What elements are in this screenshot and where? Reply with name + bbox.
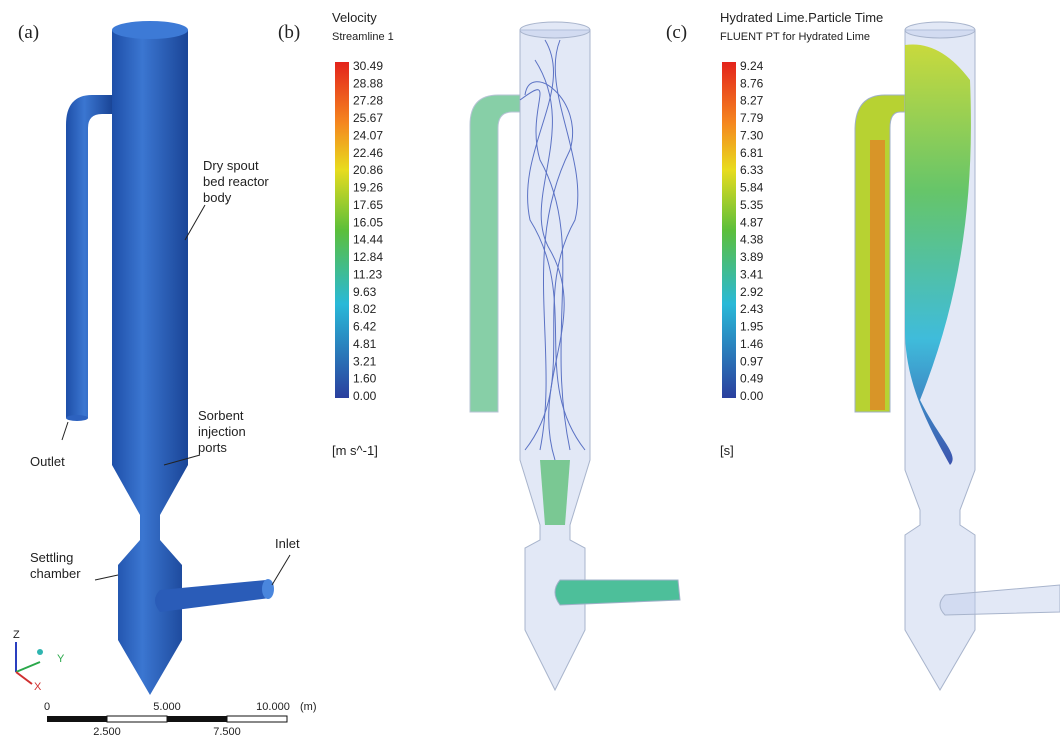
arrow [95, 575, 118, 580]
reactor-top [520, 22, 590, 38]
neck-flow [540, 460, 570, 525]
annotation: Sorbent [198, 408, 244, 423]
colorbar-tick-label: 4.38 [740, 233, 764, 247]
panel-label: (b) [278, 22, 300, 43]
colorbar-tick-label: 1.46 [740, 337, 764, 351]
colorbar-tick-label: 27.28 [353, 94, 383, 108]
colorbar-tick-label: 0.97 [740, 354, 764, 368]
axis-label: Z [13, 629, 20, 641]
outlet-pipe [470, 95, 520, 412]
colorbar-tick-label: 12.84 [353, 250, 383, 264]
colorbar-tick-label: 2.43 [740, 302, 764, 316]
colorbar-subtitle: Streamline 1 [332, 31, 394, 43]
annotation: bed reactor [203, 174, 269, 189]
colorbar-tick-label: 30.49 [353, 59, 383, 73]
colorbar-tick-label: 0.00 [740, 389, 764, 403]
colorbar-subtitle: FLUENT PT for Hydrated Lime [720, 31, 870, 43]
axis-triad: Z Y X [13, 629, 65, 693]
colorbar-tick-label: 19.26 [353, 181, 383, 195]
colorbar-unit: [m s^-1] [332, 443, 378, 458]
colorbar-ticks: 9.24 8.76 8.27 7.79 7.30 6.81 6.33 5.84 5.35 4.87… [740, 59, 764, 403]
annotation: Outlet [30, 454, 65, 469]
colorbar-tick-label: 2.92 [740, 285, 764, 299]
colorbar-tick-label: 1.95 [740, 320, 764, 334]
colorbar-tick-label: 8.76 [740, 76, 764, 90]
scale-label: 2.500 [93, 726, 121, 738]
arrow [62, 422, 68, 440]
hot-streaks [870, 140, 885, 410]
colorbar-tick-label: 5.35 [740, 198, 764, 212]
colorbar-title: Velocity [332, 10, 377, 25]
outlet-end [66, 415, 88, 421]
colorbar-tick-label: 0.00 [353, 389, 377, 403]
colorbar-tick-label: 8.02 [353, 302, 377, 316]
scale-label: 5.000 [153, 701, 181, 713]
colorbar-tick-label: 1.60 [353, 372, 377, 386]
colorbar-tick-label: 7.30 [740, 128, 764, 142]
scale-label: 0 [44, 701, 50, 713]
colorbar-tick-label: 3.41 [740, 267, 764, 281]
inlet-end [262, 579, 274, 599]
colorbar-unit: [s] [720, 443, 734, 458]
panel-a: (a) Dry spout bed reactor body Outlet So… [13, 21, 317, 738]
scale-label: (m) [300, 701, 317, 713]
colorbar-tick-label: 24.07 [353, 128, 383, 142]
colorbar [335, 62, 349, 398]
colorbar-tick-label: 6.81 [740, 146, 764, 160]
colorbar-tick-label: 11.23 [353, 267, 382, 281]
panel-c: (c) Hydrated Lime.Particle Time FLUENT P… [666, 10, 1060, 690]
colorbar-tick-label: 22.46 [353, 146, 383, 160]
colorbar-tick-label: 8.27 [740, 94, 764, 108]
colorbar-tick-label: 6.33 [740, 163, 764, 177]
colorbar-ticks: 30.49 28.88 27.28 25.67 24.07 22.46 20.86 19.26… [353, 59, 383, 403]
reactor-top [112, 21, 188, 39]
reactor-top [905, 22, 975, 38]
axis-label: X [34, 681, 42, 693]
colorbar-tick-label: 0.49 [740, 372, 764, 386]
colorbar-tick-label: 4.81 [353, 337, 377, 351]
colorbar-tick-label: 17.65 [353, 198, 383, 212]
annotation: injection [198, 424, 246, 439]
annotation: chamber [30, 566, 81, 581]
scale-label: 7.500 [213, 726, 241, 738]
annotation: Settling [30, 550, 73, 565]
axis-label: Y [57, 653, 65, 665]
colorbar-tick-label: 16.05 [353, 215, 383, 229]
colorbar-tick-label: 5.84 [740, 181, 764, 195]
outlet-pipe [66, 95, 112, 418]
scale-bar: 0 5.000 10.000 (m) 2.500 7.500 [44, 701, 317, 738]
annotation: body [203, 190, 232, 205]
annotation: ports [198, 440, 227, 455]
colorbar-tick-label: 25.67 [353, 111, 383, 125]
colorbar-tick-label: 6.42 [353, 320, 377, 334]
scale-label: 10.000 [256, 701, 290, 713]
panel-label: (c) [666, 22, 687, 43]
colorbar-tick-label: 3.21 [353, 354, 377, 368]
panel-label: (a) [18, 22, 39, 43]
colorbar-tick-label: 9.24 [740, 59, 764, 73]
inlet-pipe [555, 580, 680, 605]
colorbar-tick-label: 9.63 [353, 285, 377, 299]
colorbar-tick-label: 28.88 [353, 76, 383, 90]
arrow [272, 555, 290, 585]
colorbar-title: Hydrated Lime.Particle Time [720, 10, 883, 25]
colorbar [722, 62, 736, 398]
annotation: Inlet [275, 536, 300, 551]
colorbar-tick-label: 20.86 [353, 163, 383, 177]
colorbar-tick-label: 7.79 [740, 111, 764, 125]
colorbar-tick-label: 3.89 [740, 250, 764, 264]
colorbar-tick-label: 14.44 [353, 233, 383, 247]
panel-b: (b) Velocity Streamline 1 30.49 28.88 27.2… [278, 10, 680, 690]
figure: (a) Dry spout bed reactor body Outlet So… [0, 0, 1060, 741]
annotation: Dry spout [203, 158, 259, 173]
colorbar-tick-label: 4.87 [740, 215, 764, 229]
